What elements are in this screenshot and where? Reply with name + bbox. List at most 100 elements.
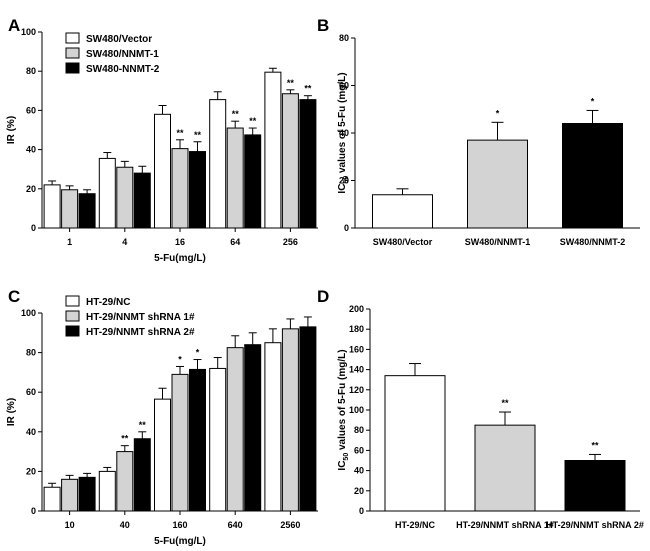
y-tick-label: 80	[339, 33, 349, 43]
y-tick-label: 40	[26, 145, 36, 155]
bar	[244, 344, 262, 512]
y-tick-label: 40	[339, 128, 349, 138]
panel-b-label: B	[317, 16, 329, 35]
bar	[564, 460, 626, 512]
y-tick-label: 60	[26, 387, 36, 397]
y-axis-title: IR (%)	[6, 398, 17, 426]
significance-mark: **	[287, 78, 295, 88]
bar	[226, 127, 244, 229]
y-tick-label: 60	[339, 81, 349, 91]
legend-label: SW480-NNMT-2	[86, 64, 160, 75]
significance-mark: **	[249, 116, 257, 126]
x-tick-label: 1	[67, 237, 72, 247]
bar	[116, 166, 134, 229]
bar	[78, 476, 96, 512]
y-tick-label: 0	[344, 223, 349, 233]
x-tick-label: 40	[120, 520, 130, 530]
bar	[281, 328, 299, 512]
bar	[226, 347, 244, 512]
bar	[154, 398, 171, 512]
bar	[154, 113, 171, 229]
bar	[384, 375, 446, 512]
bar	[189, 368, 206, 512]
bar	[264, 342, 282, 512]
y-tick-label: 20	[26, 466, 36, 476]
bar	[98, 470, 116, 512]
y-tick-label: 120	[349, 385, 364, 395]
y-tick-label: 20	[26, 184, 36, 194]
x-tick-label: 640	[228, 520, 243, 530]
significance-mark: *	[178, 354, 182, 364]
significance-mark: *	[591, 96, 595, 106]
legend-swatch	[65, 62, 80, 74]
y-tick-label: 100	[21, 308, 36, 318]
panel-c-label: C	[8, 287, 20, 306]
bar	[171, 148, 189, 229]
x-tick-label: HT-29/NNMT shRNA 2#	[546, 520, 644, 530]
bar	[171, 373, 189, 512]
y-tick-label: 80	[26, 348, 36, 358]
bar	[474, 424, 536, 512]
bar	[61, 478, 79, 512]
y-tick-label: 140	[349, 365, 364, 375]
legend-label: HT-29/NC	[86, 297, 130, 308]
significance-mark: **	[304, 84, 312, 94]
significance-mark: **	[176, 128, 184, 138]
x-tick-label: SW480/NNMT-2	[560, 237, 626, 247]
legend-label: SW480/Vector	[86, 34, 152, 45]
bar	[116, 451, 134, 512]
x-tick-label: SW480/Vector	[373, 237, 433, 247]
legend-swatch	[65, 325, 80, 337]
bar	[133, 438, 151, 512]
y-tick-label: 40	[26, 427, 36, 437]
legend-label: HT-29/NNMT shRNA 2#	[86, 327, 195, 338]
bar	[43, 184, 61, 229]
legend-swatch	[65, 310, 80, 322]
y-tick-label: 0	[31, 506, 36, 516]
y-tick-label: 180	[349, 324, 364, 334]
bar	[61, 189, 79, 229]
y-tick-label: 100	[21, 27, 36, 37]
bar	[78, 193, 96, 229]
bar	[562, 123, 623, 229]
bar	[299, 99, 317, 229]
y-tick-label: 60	[26, 105, 36, 115]
bar	[264, 71, 282, 229]
y-tick-label: 0	[31, 223, 36, 233]
bar	[43, 486, 61, 512]
y-axis-title: IC50 values of 5-Fu (mg/L)	[337, 72, 350, 193]
y-tick-label: 200	[349, 304, 364, 314]
significance-mark: *	[196, 348, 200, 358]
significance-mark: **	[232, 109, 240, 119]
x-axis-title: 5-Fu(mg/L)	[154, 536, 206, 547]
x-tick-label: HT-29/NC	[395, 520, 436, 530]
y-axis-title: IC50 values of 5-Fu (mg/L)	[337, 349, 350, 470]
bar	[467, 139, 528, 229]
y-axis-title: IR (%)	[6, 116, 17, 144]
x-tick-label: 10	[65, 520, 75, 530]
x-tick-label: 256	[283, 237, 298, 247]
y-tick-label: 160	[349, 344, 364, 354]
y-tick-label: 20	[354, 486, 364, 496]
legend-label: HT-29/NNMT shRNA 1#	[86, 312, 195, 323]
y-tick-label: 80	[354, 425, 364, 435]
bar	[189, 151, 206, 229]
significance-mark: **	[501, 398, 509, 408]
bar	[244, 134, 262, 229]
y-tick-label: 20	[339, 176, 349, 186]
legend-swatch	[65, 32, 80, 44]
significance-mark: **	[121, 434, 129, 444]
bar	[372, 194, 433, 229]
y-tick-label: 60	[354, 445, 364, 455]
x-tick-label: 64	[230, 237, 240, 247]
x-tick-label: SW480/NNMT-1	[465, 237, 531, 247]
panel-a-label: A	[8, 16, 20, 35]
bar	[209, 99, 227, 229]
legend-label: SW480/NNMT-1	[86, 49, 159, 60]
legend-swatch	[65, 295, 80, 307]
significance-mark: **	[591, 440, 599, 450]
x-tick-label: 2560	[280, 520, 300, 530]
significance-mark: **	[139, 420, 147, 430]
bar	[209, 367, 227, 512]
